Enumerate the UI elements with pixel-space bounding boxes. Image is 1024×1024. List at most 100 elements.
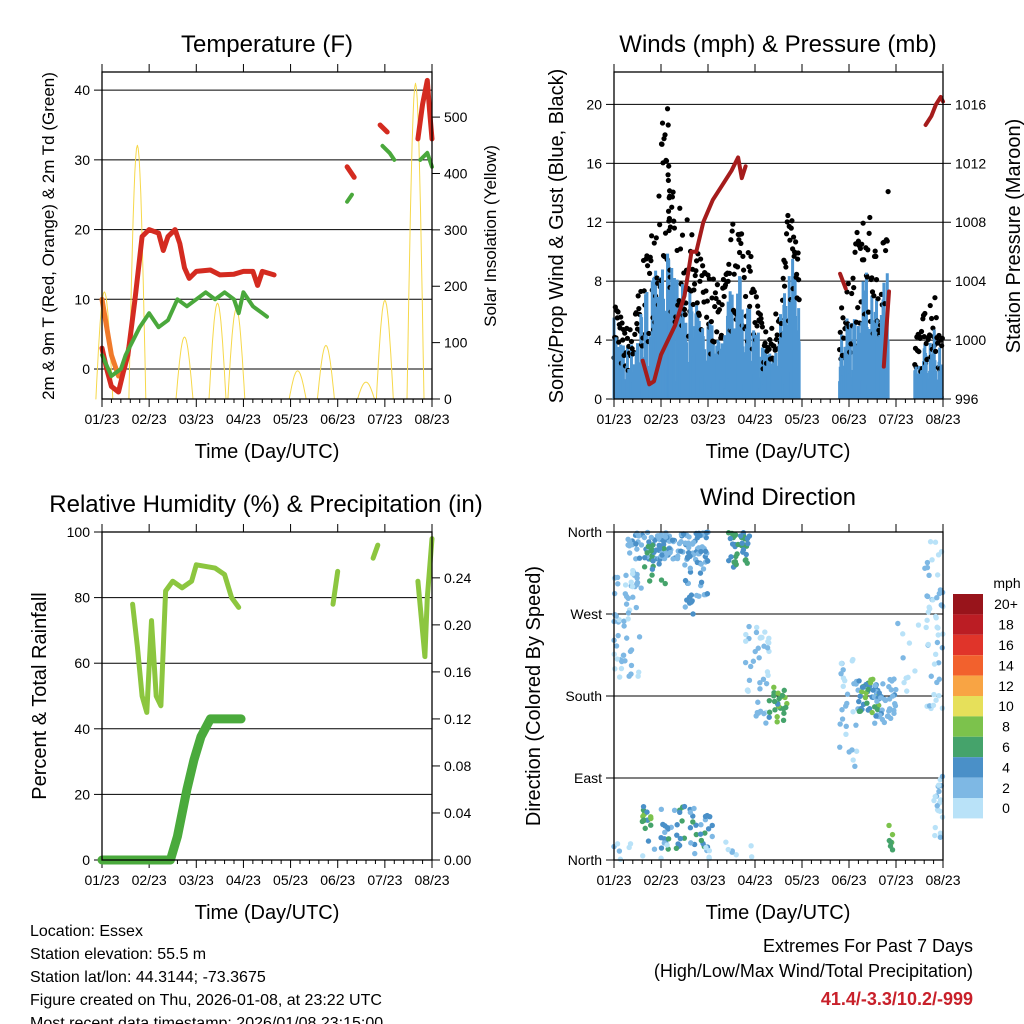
direction-point: [926, 604, 932, 610]
gust-point: [783, 231, 790, 237]
direction-point: [781, 710, 787, 716]
direction-point: [873, 713, 879, 719]
direction-point: [857, 693, 863, 700]
direction-point: [865, 707, 871, 713]
solar-insolation-curve: [227, 308, 246, 400]
direction-point: [703, 844, 709, 851]
direction-point: [642, 554, 648, 561]
direction-point: [616, 617, 622, 623]
gust-point: [844, 289, 850, 295]
gust-point: [928, 315, 935, 322]
gust-point: [780, 275, 786, 281]
direction-point: [664, 551, 670, 557]
direction-point: [677, 809, 683, 816]
gust-point: [709, 295, 715, 301]
direction-point: [623, 635, 630, 641]
direction-point: [774, 719, 780, 725]
gust-point: [745, 250, 751, 256]
y-right-tick-label: 200: [444, 278, 468, 294]
x-tick-label: 08/23: [414, 411, 449, 427]
direction-point: [623, 601, 630, 607]
y-right-tick-label: 996: [955, 391, 979, 407]
direction-point: [840, 675, 847, 681]
direction-point: [746, 677, 753, 684]
direction-point: [658, 577, 665, 583]
y-tick-label: 20: [74, 786, 90, 802]
direction-point: [757, 686, 763, 692]
direction-point: [872, 682, 879, 689]
gust-point: [841, 335, 847, 341]
gust-point: [635, 293, 641, 299]
solar-insolation-curve: [406, 82, 425, 400]
direction-point: [644, 809, 650, 815]
direction-point: [729, 849, 735, 855]
y-tick-label: North: [568, 524, 602, 540]
direction-point: [925, 641, 931, 648]
direction-point: [641, 534, 648, 541]
series-2m-td: [380, 143, 397, 162]
x-tick-label: 02/23: [132, 411, 167, 427]
colorbar-label: 6: [1002, 739, 1010, 755]
direction-point: [725, 846, 731, 853]
direction-point: [674, 822, 680, 828]
gust-point: [713, 295, 719, 302]
direction-point: [764, 645, 771, 651]
gust-point: [926, 332, 933, 338]
direction-point: [924, 617, 930, 623]
direction-point: [628, 579, 634, 585]
direction-point: [697, 532, 703, 539]
x-tick-label: 04/23: [737, 411, 772, 427]
gust-point: [860, 220, 866, 226]
direction-point: [675, 553, 681, 559]
colorbar-label: 2: [1002, 780, 1010, 796]
direction-point: [698, 837, 705, 844]
y-right-tick-label: 0.08: [444, 758, 471, 774]
gust-point: [667, 224, 674, 230]
gust-point: [788, 225, 794, 231]
direction-point: [923, 624, 929, 631]
gust-point: [930, 325, 936, 331]
colorbar-label: 14: [998, 657, 1014, 673]
gust-point: [708, 318, 714, 325]
gust-point: [921, 334, 927, 340]
direction-point: [844, 700, 850, 707]
direction-point: [735, 541, 741, 548]
gust-point: [665, 122, 671, 128]
gust-point: [616, 339, 622, 345]
y-tick-label: 0: [82, 361, 90, 377]
direction-point: [733, 852, 739, 858]
gust-point: [620, 337, 626, 343]
gust-point: [653, 235, 659, 241]
gust-point: [754, 323, 760, 329]
direction-point: [658, 845, 665, 851]
direction-point: [872, 720, 878, 726]
direction-point: [698, 548, 704, 555]
y-right-tick-label: 1012: [955, 155, 986, 171]
gust-point: [773, 311, 779, 317]
footer-latlon: Station lat/lon: 44.3144; -73.3675: [30, 969, 266, 986]
gust-point: [857, 245, 864, 252]
gust-point: [665, 177, 671, 184]
direction-point: [723, 839, 729, 845]
colorbar-label: 4: [1002, 759, 1010, 775]
gust-point: [654, 275, 660, 281]
gust-point: [774, 332, 780, 338]
winds-xlabel: Time (Day/UTC): [706, 441, 851, 463]
direction-point: [887, 715, 894, 722]
colorbar-label: 10: [998, 698, 1014, 714]
gust-point: [747, 268, 753, 274]
y-tick-label: 4: [594, 332, 602, 348]
direction-point: [766, 697, 773, 704]
direction-point: [614, 656, 620, 662]
x-tick-label: 06/23: [831, 872, 866, 888]
direction-point: [924, 559, 931, 566]
colorbar-label: 12: [998, 678, 1014, 694]
gust-point: [747, 303, 753, 309]
direction-point: [636, 669, 642, 675]
gust-point: [852, 249, 858, 255]
direction-point: [670, 556, 676, 562]
direction-point: [900, 655, 906, 661]
pressure-ylabel: Station Pressure (Maroon): [1003, 119, 1024, 354]
direction-point: [924, 593, 930, 599]
x-tick-label: 05/23: [273, 872, 308, 888]
